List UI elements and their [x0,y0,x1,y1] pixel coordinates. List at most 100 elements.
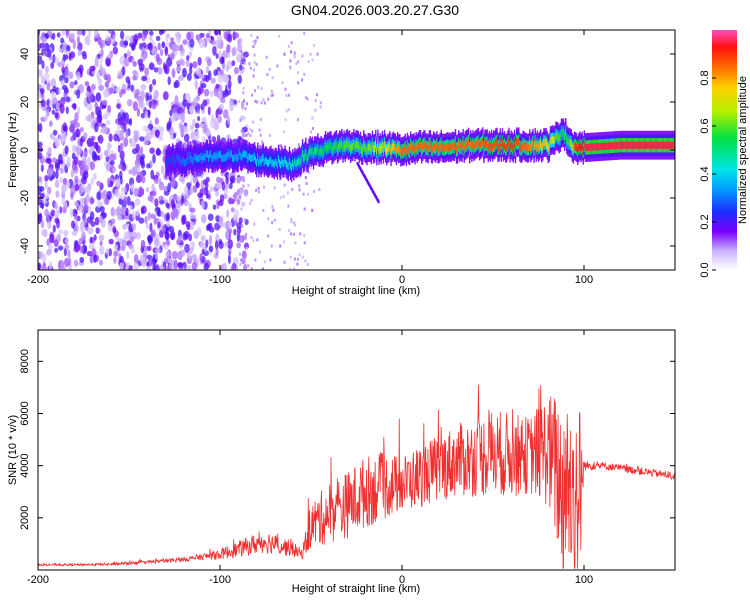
snr-frame [37,329,676,571]
spectrogram-cell [325,145,328,153]
spectrogram-cell [583,141,586,149]
spectrogram-cell [74,80,78,86]
spectrogram-cell [311,127,314,130]
spectrogram-cell [167,76,171,86]
spectrogram-cell [130,248,136,254]
spectrogram-cell [261,267,264,270]
spectrogram-cell [293,51,296,55]
spectrogram-cell [533,145,535,153]
spectrogram-cell [193,153,196,161]
spectrogram-cell [482,138,484,146]
spectrogram-cell [655,141,658,149]
spectrogram-cell [284,118,287,122]
spectrogram-cell [252,239,255,243]
spectrogram-cell [49,132,55,140]
spectrogram-cell [267,234,270,238]
spectrogram-cell [154,117,159,125]
y-tick-label: 2000 [19,506,31,530]
spectrogram-cell [205,193,210,199]
spectrogram-cell [203,124,208,133]
spectrogram-cell [202,136,206,143]
spectrogram-cell [483,145,485,153]
y-tick-label: 6000 [19,401,31,425]
spectrogram-cell [100,47,104,58]
spectrogram-cell [230,207,235,213]
spectrogram-cell [616,141,618,150]
spectrogram-cell [297,257,299,261]
spectrogram-cell [118,130,124,139]
snr-y-label: SNR (10 * v/v) [7,415,19,485]
spectrogram-cell [183,159,186,167]
spectrogram-cell [470,141,472,149]
spectrogram-cell [56,32,61,38]
spectrogram-cell [174,31,181,39]
spectrogram-cell [406,143,409,151]
spectrogram-cell [375,140,377,148]
spectrogram-cell [342,144,344,152]
spectrogram-cell [458,140,460,149]
spectrogram-cell [301,150,304,158]
spectrogram-cell [243,51,249,58]
spectrogram-cell [242,184,245,188]
spectrogram-cell [311,147,314,155]
spectrogram-cell [166,212,170,220]
spectrogram-cell [290,41,293,45]
spectrogram-cell [284,87,287,91]
spectrogram-cell [519,143,521,151]
spectrogram-cell [303,241,306,245]
spectrogram-cell [245,232,248,236]
spectrogram-cell [235,152,237,160]
y-tick-label: -40 [19,238,31,254]
spectrogram-cell [201,156,203,164]
spectrogram-cell [155,35,161,42]
y-tick-label: 8000 [19,349,31,373]
spectrogram-cell [293,55,296,59]
spectrogram-cell [189,152,191,160]
spectrogram-cell [314,99,317,103]
spectrogram-cell [206,150,209,158]
spectrogram-cell [348,141,351,149]
spectrogram-cell [210,77,216,84]
spectrogram-cell [162,91,169,101]
spectrogram-cell [119,170,123,179]
spectrogram-cell [47,167,54,177]
spectrogram-cell [181,158,184,166]
spectrogram-cell [54,179,60,188]
spectrogram-cell [40,164,44,173]
spectrogram-cell [151,127,156,138]
spectrogram-cell [268,159,270,167]
spectrogram-cell [464,141,467,150]
spectrogram-cell [615,141,617,150]
spectrogram-cell [210,118,216,129]
spectrogram-cell [79,127,84,133]
spectrogram-cell [196,108,201,114]
spectrogram-cell [242,179,245,183]
spectrogram-cell [121,186,127,194]
spectrogram-cell [96,180,102,187]
spectrogram-cell [525,143,528,151]
spectrogram-cell [225,153,227,161]
spectrogram-cell [153,91,157,98]
spectrogram-cell [240,258,243,262]
spectrogram-cell [149,222,153,233]
spectrogram-cell [570,139,572,147]
spectrogram-cell [106,190,112,200]
spectrogram-cell [310,130,312,134]
spectrogram-cell [259,156,261,164]
y-tick-label: 20 [19,96,31,108]
spectrogram-cell [292,159,294,167]
spectrogram-cell [64,243,70,250]
spectrogram-cell [621,141,624,149]
spectrogram-cell [290,50,292,54]
spectrogram-cell [364,144,366,152]
spectrogram-cell [58,87,62,95]
spectrogram-cell [344,143,346,151]
spectrogram-cell [298,188,301,192]
spectrogram-cell [353,139,355,147]
spectrogram-cell [99,63,103,72]
spectrogram-cell [456,145,459,153]
spectrogram-cell [205,74,210,83]
spectrogram-cell [58,133,65,144]
spectrogram-cell [117,70,123,79]
